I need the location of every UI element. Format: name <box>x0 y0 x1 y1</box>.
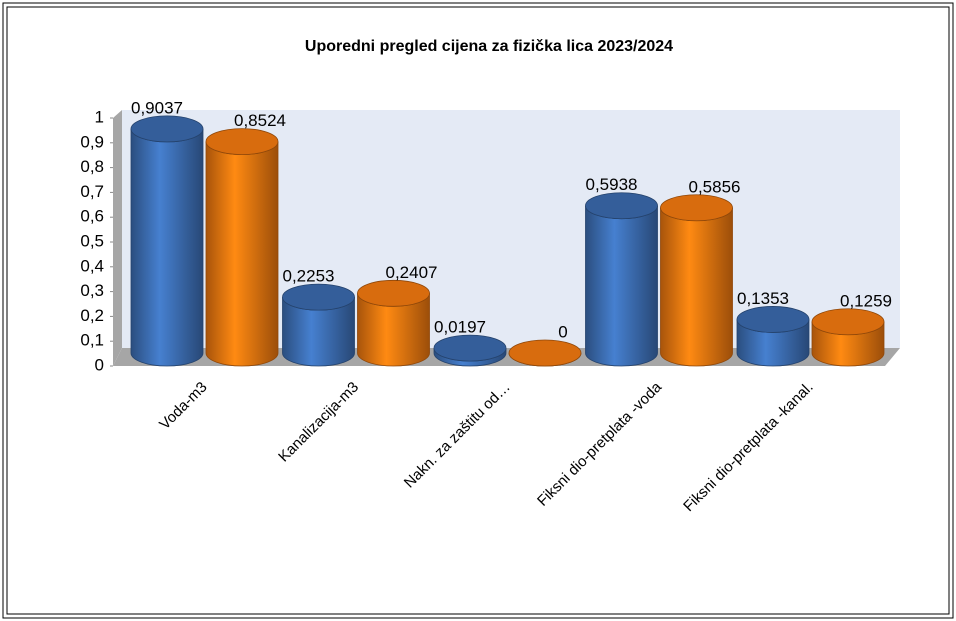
bar-top <box>508 339 582 367</box>
x-tick-label: Kanalizacija-m3 <box>275 379 362 466</box>
y-tick-label: 0,2 <box>80 306 104 325</box>
y-tick-label: 0,3 <box>80 281 104 300</box>
y-tick-label: 0,4 <box>80 256 104 275</box>
inner-border <box>6 6 950 615</box>
y-tick-label: 0,9 <box>80 132 104 151</box>
y-tick-label: 0,5 <box>80 231 104 250</box>
chart-title: Uporedni pregled cijena za fizička lica … <box>305 38 673 55</box>
x-tick-label: Fiksni dio-pretplata -voda <box>534 378 666 510</box>
data-label: 0,8524 <box>234 111 286 130</box>
bar-top <box>433 334 507 362</box>
x-tick-label: Nakn. za zaštitu od… <box>401 379 514 492</box>
bar-top <box>205 128 279 156</box>
bar-top <box>130 115 204 143</box>
data-label: 0,2253 <box>283 267 335 286</box>
data-label: 0,1353 <box>737 289 789 308</box>
data-label: 0,0197 <box>434 318 486 337</box>
y-tick-label: 0,1 <box>80 331 104 350</box>
bar <box>130 128 204 367</box>
data-label: 0,9037 <box>131 98 183 117</box>
bar-top <box>585 192 658 220</box>
data-label: 0,2407 <box>386 263 438 282</box>
y-tick-label: 0,6 <box>80 207 104 226</box>
bar-top <box>282 283 355 311</box>
bar <box>660 207 733 367</box>
data-label: 0 <box>558 322 567 341</box>
x-tick-label: Fiksni dio-pretplata -kanal. <box>680 379 816 515</box>
x-tick-label: Voda-m3 <box>156 379 210 433</box>
bar-top <box>736 306 810 333</box>
data-label: 0,5856 <box>689 177 741 196</box>
side-wall <box>113 110 122 366</box>
y-tick-label: 0 <box>95 355 104 374</box>
bar-top <box>660 194 733 222</box>
data-label: 0,5938 <box>586 175 638 194</box>
data-label: 0,1259 <box>840 291 892 310</box>
bar <box>585 205 658 367</box>
y-tick-label: 0,7 <box>80 182 104 201</box>
y-tick-label: 1 <box>95 107 104 126</box>
bar <box>205 141 279 367</box>
bar-top <box>811 308 885 336</box>
bar-top <box>357 279 430 307</box>
y-tick-label: 0,8 <box>80 157 104 176</box>
